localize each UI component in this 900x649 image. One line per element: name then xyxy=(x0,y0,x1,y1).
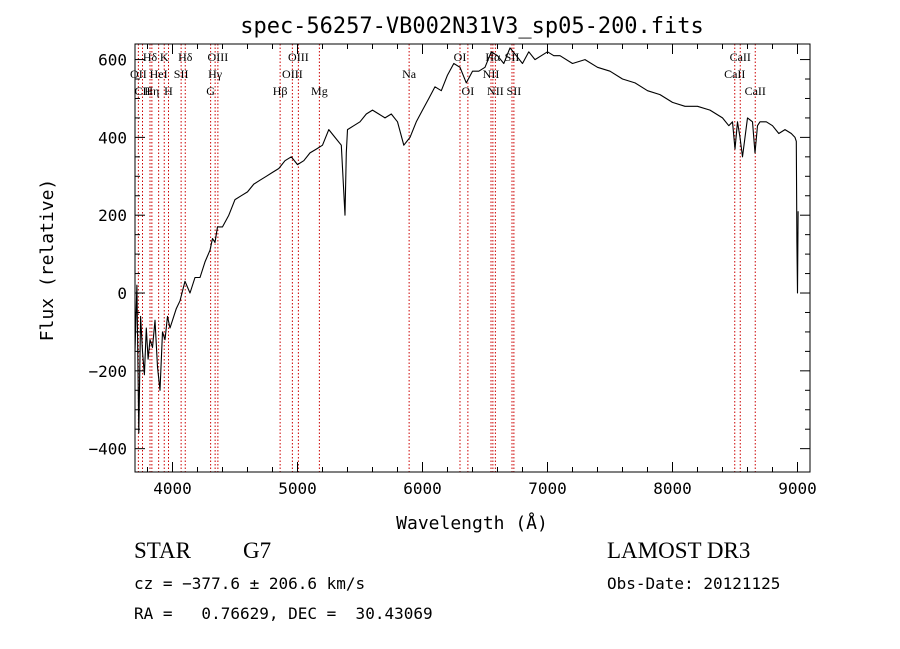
line-label: Hδ xyxy=(178,50,193,64)
y-tick-label: −400 xyxy=(88,440,127,459)
line-label: NII xyxy=(483,67,500,81)
y-tick-label: −200 xyxy=(88,362,127,381)
line-label: OI xyxy=(462,84,475,98)
line-label: H xyxy=(164,84,173,98)
spectrum-series xyxy=(134,47,799,434)
line-label: HeI xyxy=(150,67,168,81)
line-label: NII xyxy=(487,84,504,98)
line-label: SII xyxy=(505,50,520,64)
y-tick-label: 200 xyxy=(98,206,127,225)
survey-label: LAMOST DR3 xyxy=(607,538,751,563)
line-label: OII xyxy=(130,67,147,81)
line-label: Na xyxy=(402,67,417,81)
line-label: Hη xyxy=(144,84,159,98)
line-label: SII xyxy=(174,67,189,81)
line-label: Hβ xyxy=(273,84,288,98)
line-label: Mg xyxy=(311,84,328,98)
line-markers xyxy=(137,44,756,472)
line-label: Hα xyxy=(485,50,501,64)
y-axis-label: Flux (relative) xyxy=(37,179,58,342)
redshift-text: cz = −377.6 ± 206.6 km/s xyxy=(134,574,366,593)
x-tick-label: 8000 xyxy=(653,479,692,498)
x-tick-label: 7000 xyxy=(528,479,567,498)
line-label: OIII xyxy=(282,67,303,81)
axis-ticks: 4000 5000 6000 7000 8000 9000 −400 −200 0 200 400 6… xyxy=(88,44,817,498)
line-label: OI xyxy=(454,50,467,64)
y-tick-label: 0 xyxy=(117,284,127,303)
x-tick-label: 9000 xyxy=(778,479,817,498)
x-tick-label: 6000 xyxy=(403,479,442,498)
plot-frame xyxy=(134,43,811,473)
line-label: Hδ xyxy=(143,50,158,64)
line-label: CaII xyxy=(745,84,766,98)
line-label: CII xyxy=(135,84,151,98)
x-tick-label: 5000 xyxy=(278,479,317,498)
x-tick-label: 4000 xyxy=(153,479,192,498)
y-tick-label: 400 xyxy=(98,128,127,147)
y-tick-label: 600 xyxy=(98,51,127,70)
line-label: SII xyxy=(507,84,522,98)
x-axis-label: Wavelength (Å) xyxy=(396,512,548,534)
line-label: K xyxy=(160,50,169,64)
chart-title: spec-56257-VB002N31V3_sp05-200.fits xyxy=(240,14,704,39)
obs-date-text: Obs-Date: 20121125 xyxy=(607,574,781,593)
coords-text: RA = 0.76629, DEC = 30.43069 xyxy=(134,604,433,623)
line-label: OIII xyxy=(208,50,229,64)
line-label: CaII xyxy=(730,50,751,64)
line-label: G xyxy=(206,84,215,98)
subclass-label: G7 xyxy=(243,538,272,563)
line-label: Hγ xyxy=(208,67,223,81)
class-label: STAR xyxy=(134,538,191,563)
spectrum-line xyxy=(134,47,799,434)
line-label: OIII xyxy=(288,50,309,64)
line-label: CaII xyxy=(724,67,745,81)
